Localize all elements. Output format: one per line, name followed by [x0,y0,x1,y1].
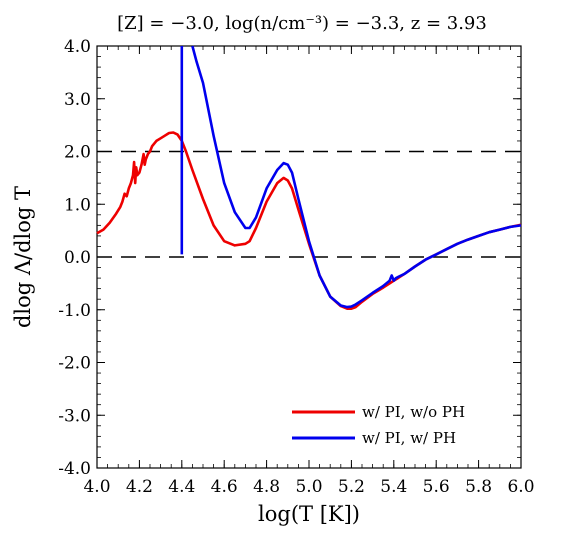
series-lines [96,45,522,310]
x-tick-label: 5.2 [338,477,365,497]
y-tick-labels: 4.0 3.0 2.0 1.0 0.0 -1.0 -2.0 -3.0 -4.0 [58,37,91,479]
legend: w/ PI, w/o PH w/ PI, w/ PH [292,403,465,447]
x-tick-label: 5.0 [295,477,322,497]
y-tick-label: 1.0 [64,195,91,215]
x-tick-label: 5.6 [423,477,450,497]
y-tick-label: 0.0 [64,248,91,268]
y-tick-label: 3.0 [64,90,91,110]
chart-title: [Z] = −3.0, log(n/cm⁻³) = −3.3, z = 3.93 [117,13,487,34]
y-tick-label: -2.0 [58,354,91,374]
series-line-blue [180,45,522,309]
x-tick-label: 4.6 [211,477,238,497]
legend-label-red: w/ PI, w/o PH [362,403,465,421]
series-line-red [96,131,522,310]
y-tick-label: -4.0 [58,459,91,479]
legend-label-blue: w/ PI, w/ PH [362,429,456,447]
y-tick-label: -1.0 [58,301,91,321]
x-tick-label: 4.8 [253,477,280,497]
x-tick-label: 5.8 [465,477,492,497]
y-tick-label: 2.0 [64,143,91,163]
y-tick-label: 4.0 [64,37,91,57]
y-tick-label: -3.0 [58,406,91,426]
x-tick-label: 4.4 [168,477,195,497]
x-tick-label: 4.0 [83,477,110,497]
y-axis-title: dlog Λ/dlog T [11,186,35,328]
x-tick-label: 6.0 [507,477,534,497]
x-axis-title: log(T [K]) [258,502,360,526]
x-tick-labels: 4.0 4.2 4.4 4.6 4.8 5.0 5.2 5.4 5.6 5.8 6.0 [83,477,534,497]
x-tick-label: 4.2 [126,477,153,497]
x-tick-label: 5.4 [380,477,407,497]
axis-ticks [96,45,522,469]
